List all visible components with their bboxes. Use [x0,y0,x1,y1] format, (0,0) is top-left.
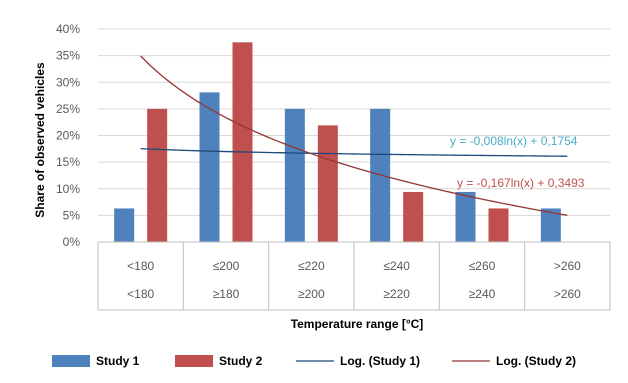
category-label-upper: ≤240 [383,259,410,273]
category-label-lower: >260 [554,287,581,301]
trendline-log-study-2- [140,55,568,216]
y-tick-labels: 0% 5% 10% 15% 20% 25% 30% 35% 40% [56,22,80,249]
category-label-lower: ≥200 [298,287,325,301]
y-axis-title: Share of observed vehicles [33,62,47,218]
category-table: <180 ≤200 ≤220 ≤240 ≤260 >260 <180 ≥180 ≥200 ≥220… [97,241,611,311]
y-tick-label: 40% [56,22,80,36]
legend: Study 1 Study 2 Log. (Study 1) Log. (Study … [52,354,576,368]
y-tick-label: 5% [63,208,81,222]
legend-swatch [52,355,90,367]
y-tick-label: 10% [56,182,80,196]
bar-study-2 [317,125,338,242]
bar-study-1 [455,191,476,242]
bar-study-1 [284,108,305,242]
category-label-upper: <180 [127,259,154,273]
y-tick-label: 20% [56,129,80,143]
category-label-lower: ≥240 [469,287,496,301]
trendlines [140,55,568,216]
gridlines [98,28,610,243]
y-tick-label: 25% [56,102,80,116]
trend-equations: y = -0,008ln(x) + 0,1754 y = -0,167ln(x) … [450,134,585,190]
y-tick-label: 15% [56,155,80,169]
trend-equation: y = -0,167ln(x) + 0,3493 [457,176,585,190]
trendline-log-study-1- [140,147,568,157]
legend-label: Log. (Study 1) [340,354,420,368]
bar-study-2 [232,42,253,242]
legend-swatch [175,355,213,367]
bar-study-2 [403,191,424,242]
bar-study-1 [540,208,561,242]
trend-equation: y = -0,008ln(x) + 0,1754 [450,134,578,148]
y-tick-label: 35% [56,49,80,63]
category-label-upper: ≤220 [298,259,325,273]
bar-study-1 [114,208,135,242]
legend-label: Study 1 [96,354,140,368]
bar-study-1 [199,92,220,243]
x-axis-title: Temperature range [°C] [291,317,424,331]
y-tick-label: 0% [63,235,81,249]
legend-label: Study 2 [219,354,263,368]
category-label-lower: ≥180 [213,287,240,301]
category-label-upper: ≤200 [213,259,240,273]
category-label-lower: <180 [127,287,154,301]
y-tick-label: 30% [56,75,80,89]
category-label-upper: >260 [554,259,581,273]
legend-label: Log. (Study 2) [496,354,576,368]
bars [114,42,561,243]
category-label-lower: ≥220 [383,287,410,301]
category-label-upper: ≤260 [469,259,496,273]
bar-study-2 [147,108,168,242]
bar-study-2 [488,208,509,242]
